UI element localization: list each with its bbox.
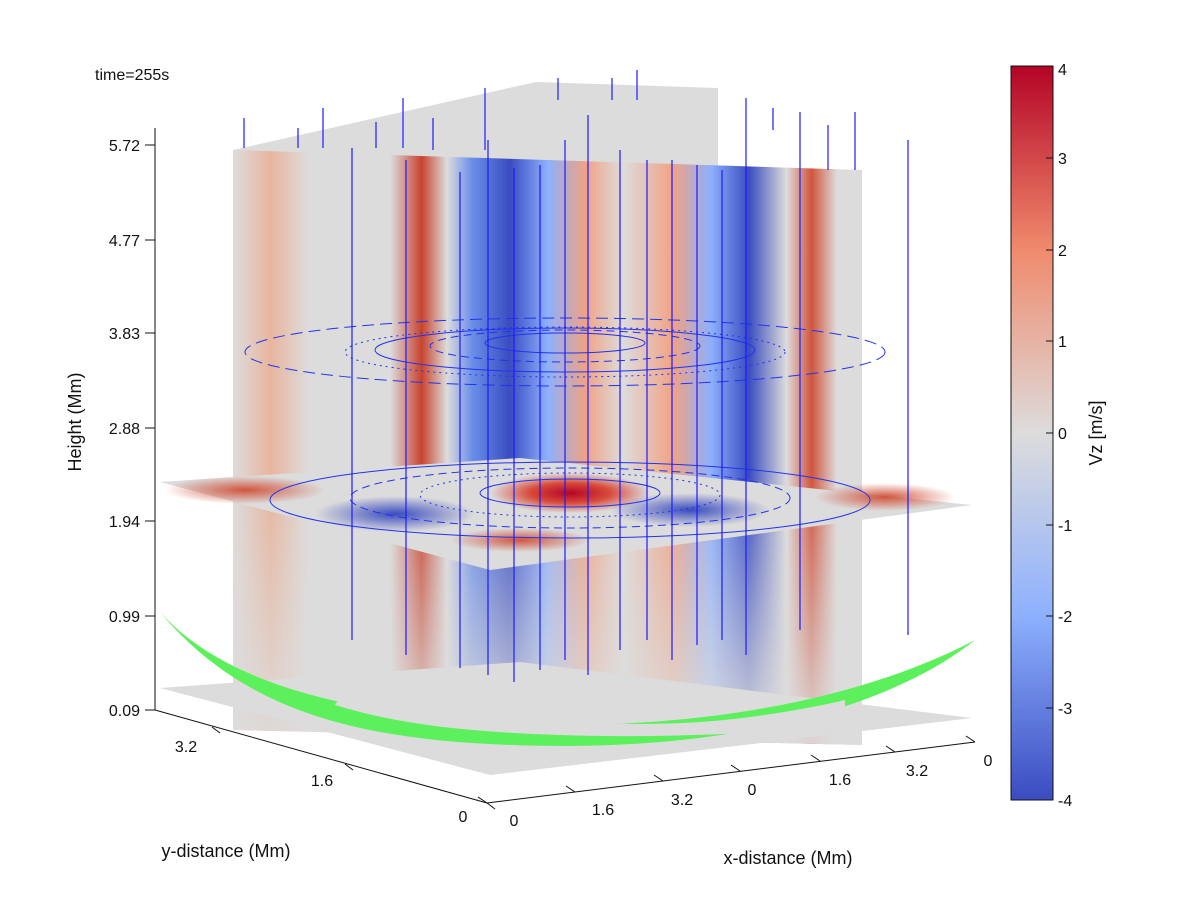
x-tick-label: 3.2 (906, 763, 928, 780)
z-tick-label: 5.72 (109, 138, 140, 155)
colorbar-tick-label: 2 (1058, 243, 1067, 260)
xy-slice (160, 458, 972, 570)
z-tick-label: 3.83 (109, 326, 140, 343)
y-axis (154, 709, 496, 810)
x-tick-label: 0 (984, 753, 993, 770)
z-tick-label: 0.09 (109, 703, 140, 720)
y-axis-title: y-distance (Mm) (161, 841, 290, 861)
xy-red-left (165, 476, 325, 504)
colorbar-tick-label: -3 (1058, 701, 1072, 718)
x-tick-label: 3.2 (671, 792, 693, 809)
colorbar-tick-label: 3 (1058, 151, 1067, 168)
z-axis (145, 128, 156, 711)
colorbar-tick-label: 1 (1058, 334, 1067, 351)
y-tick-label: 0 (459, 809, 468, 826)
mid-contours (269, 461, 871, 539)
z-axis-title: Height (Mm) (65, 372, 85, 471)
colorbar-tick-labels: 4 3 2 1 0 -1 -2 -3 -4 (1058, 62, 1072, 810)
x-axis (477, 735, 976, 804)
xy-red-right (815, 483, 955, 511)
y-tick-labels: 3.2 1.6 0 (175, 739, 468, 826)
xy-red-center (490, 473, 650, 513)
z-tick-label: 1.94 (109, 514, 140, 531)
colorbar-title: Vz [m/s] (1086, 400, 1106, 465)
colorbar-ticks (1046, 65, 1053, 801)
colorbar-tick-label: 4 (1058, 62, 1067, 79)
z-tick-label: 4.77 (109, 233, 140, 250)
z-tick-labels: 5.72 4.77 3.83 2.88 1.94 0.99 0.09 (109, 138, 140, 720)
colorbar-tick-label: 0 (1058, 426, 1067, 443)
xy-blue-left (315, 496, 475, 532)
x-tick-label: 0 (748, 782, 757, 799)
z-tick-label: 0.99 (109, 609, 140, 626)
bottom-slice (160, 662, 972, 775)
xy-red-front (450, 528, 590, 552)
isosurface-cover (335, 692, 845, 737)
x-tick-label: 0 (510, 813, 519, 830)
colorbar-tick-label: -4 (1058, 793, 1072, 810)
x-tick-label: 1.6 (829, 772, 851, 789)
x-tick-labels: 0 1.6 3.2 0 1.6 3.2 0 (510, 753, 993, 830)
field-lines (243, 70, 909, 682)
z-tick-label: 2.88 (109, 421, 140, 438)
colorbar-tick-label: -1 (1058, 518, 1072, 535)
x-axis-title: x-distance (Mm) (723, 848, 852, 868)
x-tick-label: 1.6 (592, 802, 614, 819)
y-tick-label: 3.2 (175, 739, 197, 756)
y-tick-label: 1.6 (311, 773, 333, 790)
xz-slice-fade (233, 150, 862, 745)
time-label: time=255s (95, 67, 169, 84)
colorbar-tick-label: -2 (1058, 609, 1072, 626)
